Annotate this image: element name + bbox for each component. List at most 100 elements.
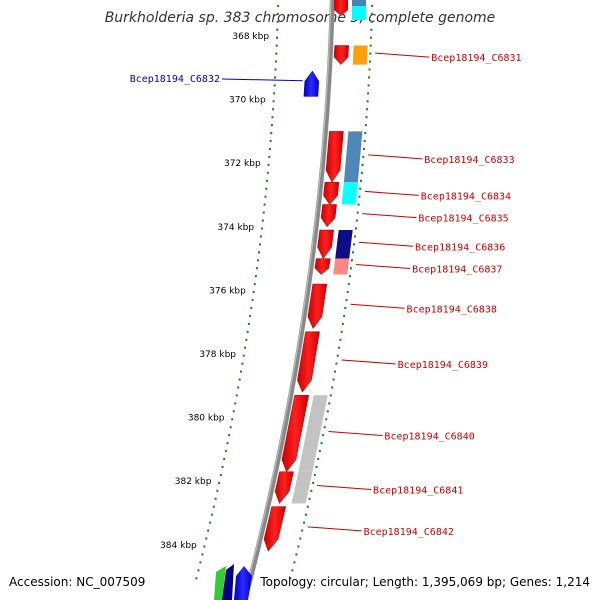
outer-minor-tick — [348, 275, 351, 278]
gene-leader-line — [368, 154, 423, 160]
outer-minor-tick — [350, 259, 353, 262]
gene-arrow[interactable] — [320, 204, 337, 228]
gene-label[interactable]: Bcep18194_C6838 — [407, 304, 497, 315]
inner-minor-tick — [262, 211, 265, 214]
outer-minor-tick — [340, 330, 343, 333]
ruler-label: 382 kbp — [175, 477, 212, 487]
ruler-label: 376 kbp — [209, 286, 246, 296]
ruler-label: 378 kbp — [199, 350, 236, 360]
gene-label[interactable]: Bcep18194_C6836 — [415, 242, 505, 253]
gene-arrow[interactable] — [281, 395, 310, 473]
gene-leader-line — [350, 303, 405, 309]
edge-cog-block — [352, 6, 366, 20]
inner-minor-tick — [223, 457, 226, 461]
gene-arrow[interactable] — [263, 506, 287, 552]
genome-backbone-highlight — [242, 0, 332, 600]
outer-minor-tick — [308, 497, 311, 500]
outer-minor-tick — [331, 386, 334, 389]
outer-minor-tick — [361, 163, 364, 166]
edge-gene-arrow — [334, 0, 348, 16]
gene-label[interactable]: Bcep18194_C6841 — [373, 486, 463, 497]
outer-minor-tick — [295, 553, 298, 556]
gene-label[interactable]: Bcep18194_C6839 — [398, 360, 488, 371]
inner-minor-tick — [274, 68, 277, 71]
cog-category-block — [341, 182, 358, 205]
cog-category-block — [343, 131, 363, 183]
inner-minor-tick — [264, 195, 267, 198]
inner-minor-tick — [249, 314, 252, 318]
inner-minor-tick — [205, 537, 208, 540]
outer-minor-tick — [341, 322, 344, 325]
gene-label[interactable]: Bcep18194_C6837 — [412, 265, 502, 276]
outer-minor-tick — [291, 569, 294, 572]
inner-minor-tick — [277, 4, 280, 7]
gene-arrow[interactable] — [323, 182, 340, 205]
outer-minor-tick — [368, 76, 371, 79]
inner-minor-tick — [266, 179, 269, 182]
inner-minor-tick — [235, 394, 238, 397]
gene-arrow[interactable] — [314, 258, 331, 275]
inner-minor-tick — [253, 283, 256, 286]
outer-minor-tick — [344, 306, 347, 310]
outer-minor-tick — [369, 44, 372, 47]
cog-category-block — [298, 395, 328, 472]
gene-label[interactable]: Bcep18194_C6832 — [130, 74, 220, 85]
gene-leader-line — [221, 78, 303, 82]
inner-minor-tick — [218, 481, 221, 484]
gene-leader-line — [317, 485, 372, 491]
outer-minor-tick — [360, 179, 363, 182]
inner-minor-tick — [226, 442, 229, 445]
gene-label[interactable]: Bcep18194_C6842 — [364, 527, 454, 538]
inner-minor-tick — [276, 12, 279, 15]
outer-minor-tick — [325, 418, 328, 421]
outer-minor-tick — [318, 449, 321, 453]
gene-arrow[interactable] — [317, 229, 334, 260]
gene-label[interactable]: Bcep18194_C6831 — [431, 53, 521, 64]
inner-minor-tick — [221, 465, 224, 469]
gene-arrow[interactable] — [297, 331, 320, 393]
cog-category-block — [333, 258, 350, 275]
gene-arrow[interactable] — [333, 45, 349, 65]
gene-arrow[interactable] — [307, 283, 328, 330]
inner-minor-tick — [232, 410, 235, 413]
outer-minor-tick — [364, 124, 367, 127]
outer-minor-tick — [358, 195, 361, 198]
cog-category-block — [335, 230, 353, 259]
outer-minor-tick — [370, 36, 373, 39]
inner-minor-tick — [267, 163, 270, 166]
outer-minor-tick — [297, 545, 300, 548]
gene-label[interactable]: Bcep18194_C6835 — [418, 214, 508, 225]
outer-minor-tick — [351, 251, 354, 254]
inner-minor-tick — [234, 402, 237, 405]
gene-label[interactable]: Bcep18194_C6833 — [424, 155, 514, 166]
inner-minor-tick — [270, 131, 273, 135]
inner-minor-tick — [254, 275, 257, 278]
inner-minor-tick — [274, 76, 277, 79]
inner-minor-tick — [261, 219, 264, 222]
inner-minor-tick — [201, 553, 204, 556]
gene-label[interactable]: Bcep18194_C6840 — [384, 432, 474, 443]
gene-arrow[interactable] — [274, 471, 294, 505]
inner-minor-tick — [276, 28, 279, 31]
inner-minor-tick — [272, 108, 275, 111]
inner-minor-tick — [271, 116, 274, 119]
inner-minor-tick — [246, 330, 249, 333]
topology-text: Topology: circular; Length: 1,395,069 bp… — [260, 575, 590, 589]
edge-gene-arrow — [222, 564, 234, 600]
gene-arrow[interactable] — [303, 70, 320, 97]
outer-minor-tick — [359, 187, 362, 190]
outer-minor-tick — [339, 338, 342, 341]
outer-minor-tick — [289, 577, 292, 580]
gene-arrow[interactable] — [325, 131, 344, 183]
gene-label[interactable]: Bcep18194_C6834 — [421, 191, 511, 202]
outer-minor-tick — [354, 227, 357, 230]
outer-minor-tick — [343, 314, 346, 318]
outer-minor-tick — [346, 290, 349, 294]
outer-minor-tick — [323, 426, 326, 429]
outer-minor-tick — [336, 354, 339, 357]
inner-minor-tick — [274, 60, 277, 63]
inner-minor-tick — [245, 338, 248, 341]
outer-minor-tick — [329, 394, 332, 397]
inner-minor-tick — [231, 418, 234, 421]
